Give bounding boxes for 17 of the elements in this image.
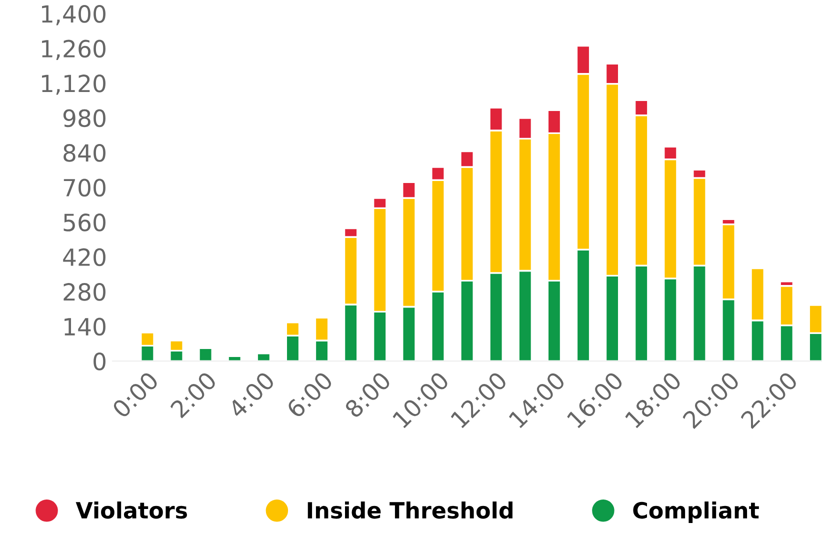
y-tick-label: 1,120 <box>42 74 106 95</box>
legend-label: Violators <box>76 501 187 519</box>
y-tick-label: 840 <box>64 144 106 162</box>
legend-label: Compliant <box>633 501 759 523</box>
y-tick-label: 420 <box>63 248 106 266</box>
y-tick-label: 700 <box>64 178 106 197</box>
bar <box>198 347 213 362</box>
legend-label: Inside Threshold <box>308 501 512 519</box>
y-tick-label: 1,400 <box>42 5 106 26</box>
y-tick-label: 140 <box>64 318 106 336</box>
bar <box>256 352 272 362</box>
y-tick-label: 1,260 <box>42 40 106 60</box>
y-tick-label: 980 <box>63 109 106 128</box>
y-tick-label: 560 <box>64 214 106 232</box>
y-tick-label: 0 <box>94 352 106 370</box>
y-tick-label: 280 <box>64 283 106 301</box>
bar <box>227 355 242 362</box>
